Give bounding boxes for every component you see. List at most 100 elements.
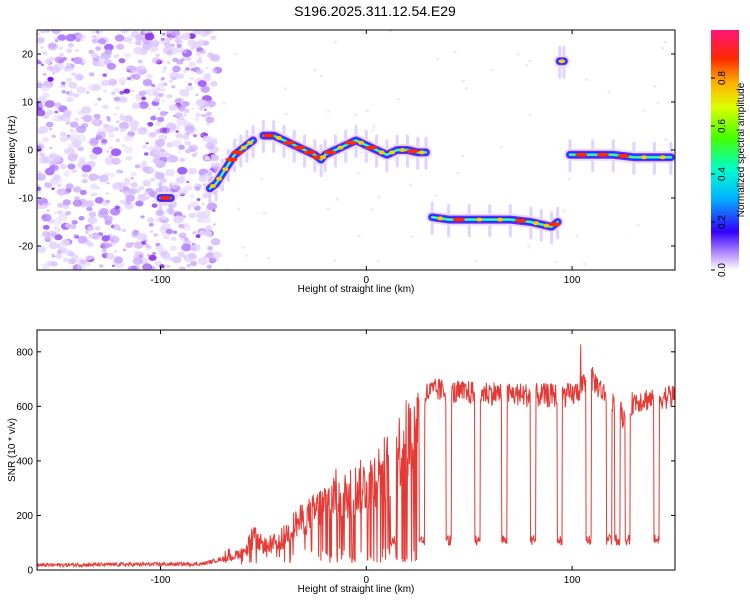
noise-speck bbox=[161, 32, 166, 36]
noise-speck bbox=[123, 146, 133, 154]
noise-speck bbox=[528, 59, 532, 63]
noise-speck bbox=[157, 82, 165, 88]
noise-speck bbox=[51, 134, 57, 139]
noise-speck bbox=[46, 201, 52, 206]
noise-speck bbox=[78, 215, 85, 221]
noise-speck bbox=[86, 206, 93, 212]
noise-speck bbox=[93, 113, 101, 120]
noise-speck bbox=[154, 171, 165, 180]
noise-speck bbox=[111, 91, 116, 95]
noise-speck bbox=[152, 86, 161, 93]
noise-speck bbox=[125, 155, 133, 161]
noise-speck bbox=[197, 257, 208, 266]
noise-speck bbox=[196, 59, 203, 64]
track-hotspot bbox=[320, 155, 327, 160]
noise-speck bbox=[133, 46, 144, 55]
noise-speck bbox=[142, 263, 153, 270]
noise-speck bbox=[189, 77, 194, 81]
track-hotspot bbox=[365, 145, 378, 150]
noise-speck bbox=[42, 137, 49, 143]
noise-speck bbox=[198, 175, 208, 183]
noise-speck bbox=[62, 199, 71, 206]
noise-speck bbox=[89, 183, 98, 190]
snr-y-tick-label: 600 bbox=[16, 402, 33, 413]
noise-speck bbox=[37, 246, 47, 254]
noise-speck bbox=[37, 186, 42, 191]
spectrogram-y-tick-label: 20 bbox=[22, 50, 34, 61]
noise-speck bbox=[169, 43, 175, 48]
noise-speck bbox=[153, 233, 159, 237]
noise-speck bbox=[110, 148, 122, 157]
noise-speck bbox=[396, 98, 400, 101]
track-hotspot bbox=[378, 150, 385, 155]
noise-speck bbox=[607, 90, 611, 93]
noise-speck bbox=[123, 88, 131, 94]
noise-speck bbox=[150, 83, 156, 87]
track-hotspot bbox=[659, 155, 666, 160]
noise-speck bbox=[370, 208, 375, 211]
noise-speck bbox=[103, 252, 107, 255]
noise-speck bbox=[187, 141, 191, 145]
noise-speck bbox=[195, 234, 201, 238]
noise-speck bbox=[197, 218, 204, 223]
noise-speck bbox=[114, 34, 125, 42]
noise-speck bbox=[108, 133, 115, 138]
noise-speck bbox=[140, 215, 145, 219]
noise-speck bbox=[233, 52, 237, 56]
noise-speck bbox=[183, 114, 187, 117]
noise-speck bbox=[144, 152, 149, 156]
noise-speck bbox=[204, 172, 210, 177]
noise-speck bbox=[210, 35, 217, 40]
noise-speck bbox=[376, 260, 381, 263]
noise-speck bbox=[141, 240, 146, 244]
noise-speck bbox=[92, 233, 102, 241]
noise-speck bbox=[82, 114, 93, 123]
noise-speck bbox=[208, 256, 218, 263]
noise-speck bbox=[88, 173, 99, 181]
noise-speck bbox=[37, 96, 48, 104]
noise-speck bbox=[142, 78, 153, 87]
noise-speck bbox=[166, 50, 174, 56]
noise-speck bbox=[326, 110, 330, 113]
noise-speck bbox=[104, 49, 113, 55]
noise-speck bbox=[131, 242, 135, 245]
track-hotspot bbox=[231, 150, 244, 155]
noise-speck bbox=[204, 230, 213, 237]
noise-speck bbox=[154, 139, 166, 147]
noise-speck bbox=[206, 122, 210, 126]
snr-y-tick-label: 400 bbox=[16, 456, 33, 467]
noise-speck bbox=[172, 57, 179, 63]
noise-speck bbox=[147, 217, 155, 223]
colorbar-gradient bbox=[711, 30, 739, 270]
track-hotspot bbox=[324, 150, 337, 155]
noise-speck bbox=[59, 189, 64, 193]
noise-speck bbox=[91, 35, 96, 39]
noise-speck bbox=[126, 66, 134, 72]
noise-speck bbox=[189, 201, 199, 208]
noise-speck bbox=[50, 252, 55, 256]
noise-speck bbox=[195, 98, 206, 107]
noise-speck bbox=[59, 163, 67, 170]
noise-speck bbox=[121, 143, 126, 148]
noise-speck bbox=[135, 35, 141, 40]
noise-speck bbox=[73, 234, 78, 238]
noise-speck bbox=[81, 173, 88, 178]
noise-speck bbox=[58, 213, 68, 221]
snr-x-label: Height of straight line (km) bbox=[298, 584, 415, 595]
noise-speck bbox=[65, 33, 76, 42]
noise-speck bbox=[102, 104, 109, 110]
noise-speck bbox=[102, 73, 108, 77]
noise-speck bbox=[42, 202, 46, 206]
noise-speck bbox=[69, 128, 75, 133]
noise-speck bbox=[72, 56, 83, 65]
noise-speck bbox=[143, 190, 149, 196]
noise-speck bbox=[183, 222, 188, 227]
noise-speck bbox=[44, 167, 55, 176]
track-hotspot bbox=[293, 145, 306, 150]
noise-speck bbox=[150, 115, 157, 121]
noise-speck bbox=[95, 30, 100, 34]
noise-speck bbox=[50, 66, 61, 74]
noise-speck bbox=[54, 234, 63, 241]
noise-speck bbox=[134, 40, 142, 46]
noise-speck bbox=[59, 52, 64, 57]
